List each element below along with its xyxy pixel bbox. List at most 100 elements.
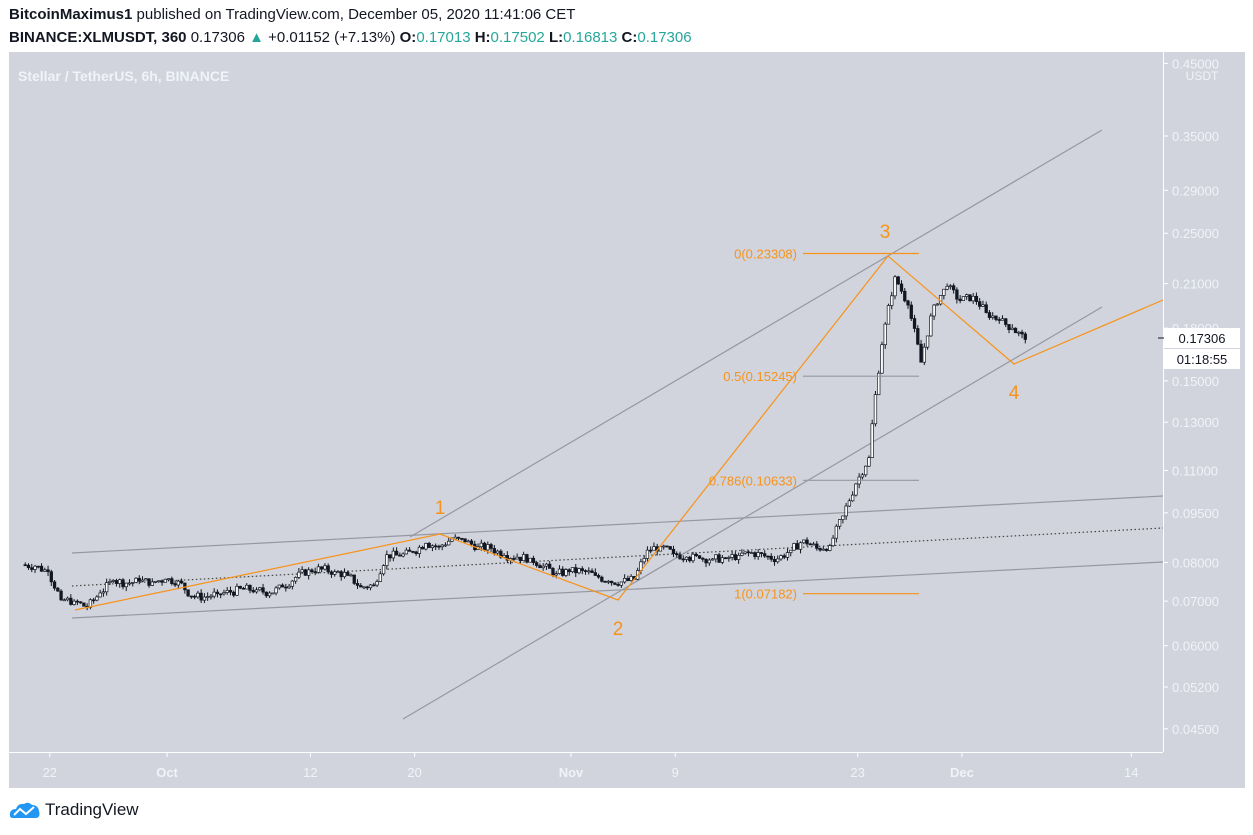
candle-down bbox=[313, 571, 317, 573]
candle-up bbox=[105, 582, 109, 593]
candle-down bbox=[717, 554, 721, 563]
wave-label-2: 2 bbox=[613, 619, 624, 640]
candle-down bbox=[215, 591, 220, 595]
candle-down bbox=[365, 586, 369, 589]
candle-down bbox=[763, 553, 767, 557]
currency-label: USDT bbox=[1186, 69, 1219, 83]
published-text: published on TradingView.com, December 0… bbox=[136, 6, 576, 23]
channel-lower-line[interactable] bbox=[71, 561, 1164, 619]
candle-up bbox=[834, 525, 839, 539]
candle-up bbox=[479, 542, 483, 548]
channel-upper-line[interactable] bbox=[71, 495, 1164, 554]
candle-up bbox=[1000, 318, 1005, 321]
price-tick-label: 0.13000 bbox=[1172, 415, 1219, 430]
candle-up bbox=[743, 551, 747, 554]
candle-down bbox=[411, 551, 415, 553]
candle-down bbox=[284, 586, 288, 589]
price-tick-label: 0.07000 bbox=[1172, 594, 1219, 609]
candle-up bbox=[821, 548, 825, 551]
candle-down bbox=[808, 543, 812, 546]
candle-down bbox=[759, 552, 764, 554]
candle-down bbox=[52, 581, 57, 589]
candle-up bbox=[466, 540, 470, 543]
price-tick-label: 0.04500 bbox=[1172, 722, 1219, 737]
candle-down bbox=[984, 304, 988, 313]
candle-up bbox=[544, 563, 549, 567]
candle-down bbox=[824, 548, 829, 551]
candle-down bbox=[30, 567, 34, 570]
candle-up bbox=[945, 286, 949, 290]
candle-down bbox=[603, 581, 607, 583]
candle-down bbox=[388, 554, 392, 559]
footer-brand[interactable]: TradingView bbox=[9, 800, 139, 820]
candle-down bbox=[114, 580, 119, 584]
candle-up bbox=[798, 542, 803, 550]
wave-label-4: 4 bbox=[1009, 383, 1020, 404]
candle-up bbox=[254, 589, 259, 593]
candle-up bbox=[792, 543, 796, 551]
price-axis[interactable]: 0.450000.350000.290000.250000.210000.180… bbox=[1163, 56, 1219, 737]
candle-down bbox=[616, 584, 620, 586]
candle-down bbox=[697, 555, 702, 559]
candle-down bbox=[186, 589, 190, 597]
candle-down bbox=[241, 587, 246, 590]
candle-down bbox=[955, 289, 959, 300]
candle-down bbox=[671, 548, 676, 554]
steep-channel-lower[interactable] bbox=[402, 306, 1103, 720]
fib-retracement[interactable]: 0(0.23308) 0.5(0.15245) 0.786(0.10633) 1(0.… bbox=[709, 246, 919, 602]
candle-up bbox=[65, 597, 70, 601]
time-tick-label: 9 bbox=[672, 765, 679, 780]
candle-up bbox=[727, 557, 731, 559]
candle-up bbox=[430, 545, 435, 548]
candle-up bbox=[606, 580, 610, 583]
candle-up bbox=[101, 591, 106, 594]
candle-up bbox=[290, 580, 295, 587]
candle-up bbox=[850, 494, 855, 502]
annotations bbox=[74, 255, 1164, 611]
candle-up bbox=[883, 323, 887, 346]
candle-up bbox=[785, 552, 790, 558]
candle-down bbox=[46, 569, 50, 573]
close-label: C: bbox=[621, 29, 638, 46]
candle-up bbox=[948, 285, 953, 288]
candle-up bbox=[333, 571, 337, 575]
price-tick-label: 0.11000 bbox=[1172, 464, 1218, 479]
steep-channel-upper[interactable] bbox=[409, 129, 1103, 538]
candle-down bbox=[678, 554, 682, 560]
time-axis[interactable]: 22 Oct 12 20 Nov 9 23 Dec 14 bbox=[43, 752, 1139, 780]
author[interactable]: BitcoinMaximus1 bbox=[9, 6, 133, 23]
candle-down bbox=[170, 578, 174, 584]
symbol: BINANCE:XLMUSDT, 360 bbox=[9, 29, 187, 46]
candle-down bbox=[91, 599, 96, 602]
candle-up bbox=[642, 558, 646, 563]
candle-down bbox=[160, 580, 164, 583]
candle-up bbox=[258, 587, 262, 591]
candle-up bbox=[144, 578, 148, 581]
candle-up bbox=[932, 304, 936, 317]
price-tick-label: 0.21000 bbox=[1172, 277, 1219, 292]
candle-down bbox=[372, 584, 376, 587]
candle-down bbox=[238, 586, 242, 589]
candle-up bbox=[720, 557, 724, 563]
elliott-wave-path[interactable] bbox=[74, 255, 1164, 611]
candle-down bbox=[795, 543, 799, 550]
candle-up bbox=[662, 545, 666, 548]
candle-down bbox=[766, 555, 770, 558]
candle-down bbox=[626, 577, 630, 581]
candle-up bbox=[134, 577, 138, 583]
time-tick-label: 23 bbox=[850, 765, 864, 780]
price-tick-label: 0.15000 bbox=[1172, 374, 1219, 389]
time-tick-label: Dec bbox=[950, 765, 974, 780]
candle-down bbox=[219, 593, 223, 596]
candle-up bbox=[521, 554, 526, 561]
candle-down bbox=[1007, 324, 1011, 330]
candle-up bbox=[922, 346, 926, 363]
last-price-axis-label: 0.17306 bbox=[1179, 331, 1226, 346]
candle-down bbox=[609, 580, 614, 584]
candle-up bbox=[622, 577, 627, 583]
wave-label-1: 1 bbox=[435, 498, 446, 519]
candle-up bbox=[965, 294, 969, 297]
candle-down bbox=[733, 554, 738, 560]
candle-up bbox=[368, 584, 373, 589]
